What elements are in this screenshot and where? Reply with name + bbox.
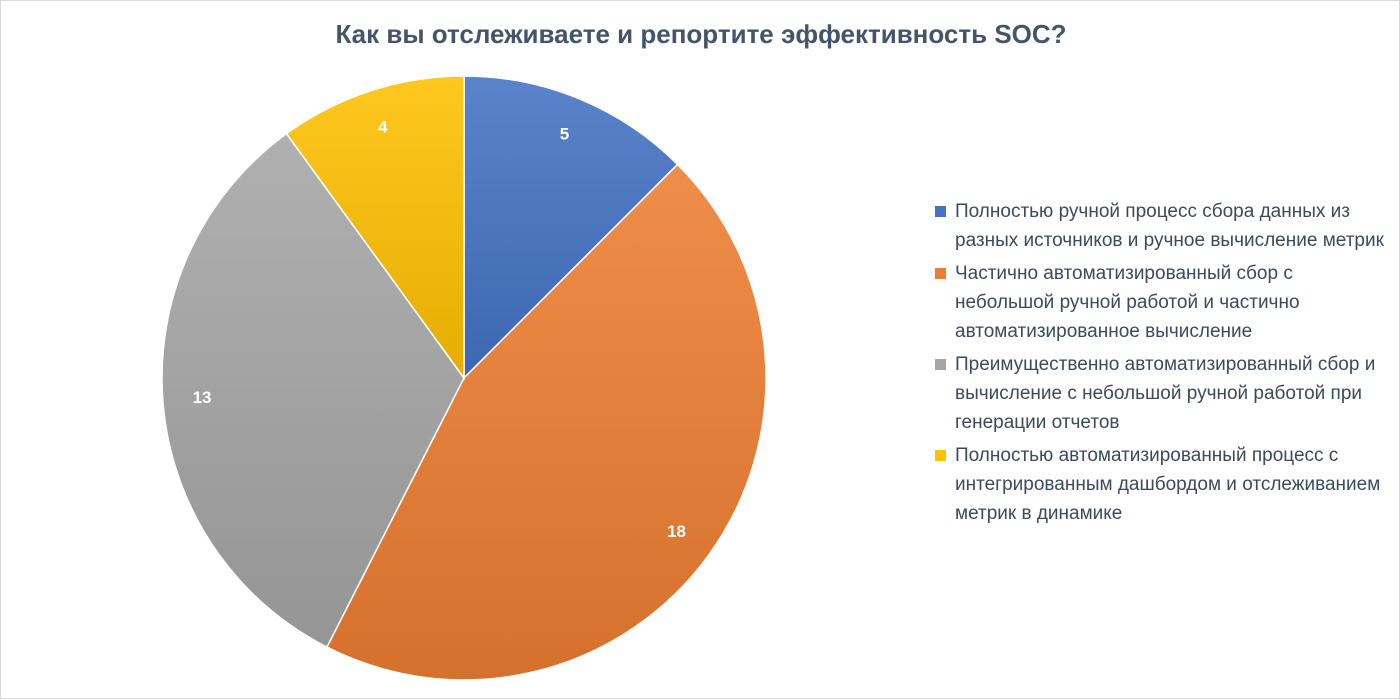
legend-label-2: Частично автоматизированный сбор с небол… (955, 263, 1300, 342)
legend-swatch-2 (935, 268, 946, 279)
legend: Полностью ручной процесс сбора данных из… (935, 197, 1385, 532)
pie-slice-1 (463, 75, 679, 380)
legend-label-4: Полностью автоматизированный процесс с и… (955, 445, 1381, 524)
data-label-2: 18 (667, 522, 686, 541)
legend-swatch-1 (935, 206, 946, 217)
data-label-4: 4 (378, 118, 388, 137)
data-label-1: 5 (560, 125, 569, 144)
legend-item-2: Частично автоматизированный сбор с небол… (935, 259, 1385, 346)
pie-slice-3 (161, 132, 465, 649)
legend-swatch-4 (935, 450, 946, 461)
legend-label-3: Преимущественно автоматизированный сбор … (955, 354, 1376, 433)
pie-slice-2 (325, 163, 767, 681)
legend-label-1: Полностью ручной процесс сбора данных из… (955, 201, 1384, 251)
legend-item-1: Полностью ручной процесс сбора данных из… (935, 197, 1385, 255)
pie-slice-4 (285, 75, 465, 381)
chart-title: Как вы отслеживаете и репортите эффектив… (335, 19, 1067, 49)
data-label-3: 13 (193, 388, 212, 407)
legend-item-4: Полностью автоматизированный процесс с и… (935, 441, 1385, 528)
legend-item-3: Преимущественно автоматизированный сбор … (935, 350, 1385, 437)
legend-swatch-3 (935, 359, 946, 370)
